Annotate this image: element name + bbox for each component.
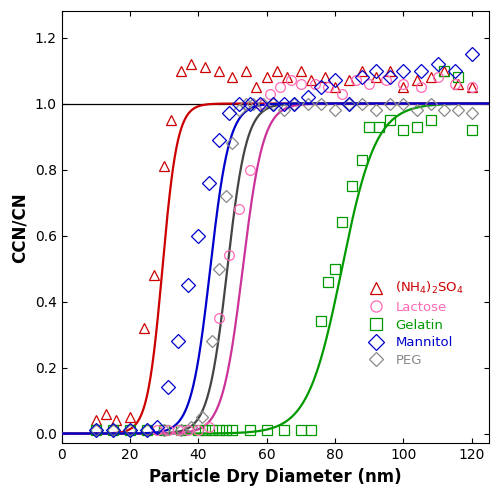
X-axis label: Particle Dry Diameter (nm): Particle Dry Diameter (nm) bbox=[149, 468, 402, 486]
Legend: (NH$_4$)$_2$SO$_4$, Lactose, Gelatin, Mannitol, PEG: (NH$_4$)$_2$SO$_4$, Lactose, Gelatin, Ma… bbox=[357, 275, 470, 372]
Y-axis label: CCN/CN: CCN/CN bbox=[11, 192, 29, 262]
